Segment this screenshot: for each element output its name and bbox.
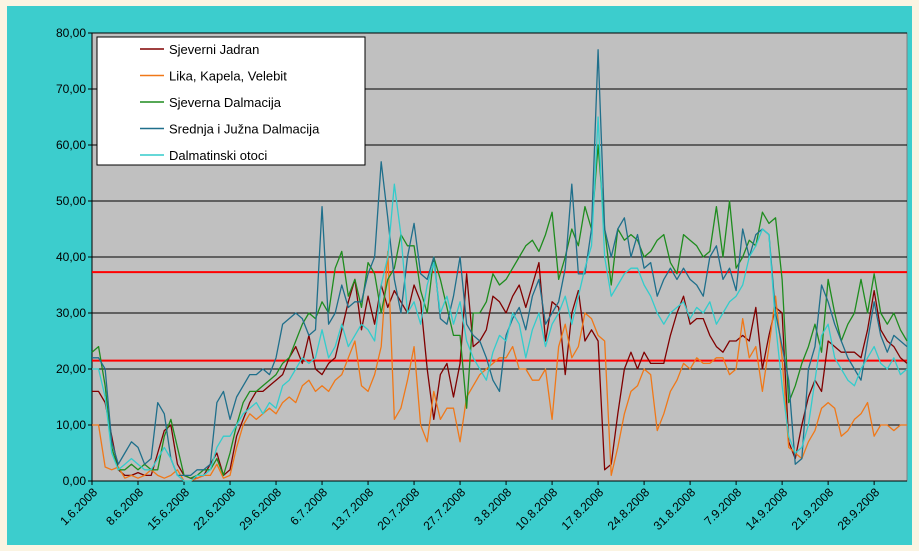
y-tick-label: 40,00	[56, 250, 86, 264]
y-tick-label: 20,00	[56, 362, 86, 376]
y-tick-label: 50,00	[56, 194, 86, 208]
legend-box	[96, 36, 366, 166]
legend-label: Srednja i Južna Dalmacija	[169, 122, 320, 137]
legend-label: Lika, Kapela, Velebit	[169, 69, 287, 84]
y-tick-label: 60,00	[56, 138, 86, 152]
series-line	[92, 250, 907, 482]
legend-label: Sjeverna Dalmacija	[169, 95, 282, 110]
y-tick-label: 10,00	[56, 418, 86, 432]
legend-label: Sjeverni Jadran	[169, 42, 259, 57]
series-line	[92, 116, 908, 482]
y-tick-label: 30,00	[56, 306, 86, 320]
y-tick-label: 70,00	[56, 82, 86, 96]
y-tick-label: 0,00	[63, 474, 87, 488]
y-tick-label: 80,00	[56, 26, 86, 40]
series-line	[91, 144, 908, 479]
legend-label: Dalmatinski otoci	[169, 148, 267, 163]
